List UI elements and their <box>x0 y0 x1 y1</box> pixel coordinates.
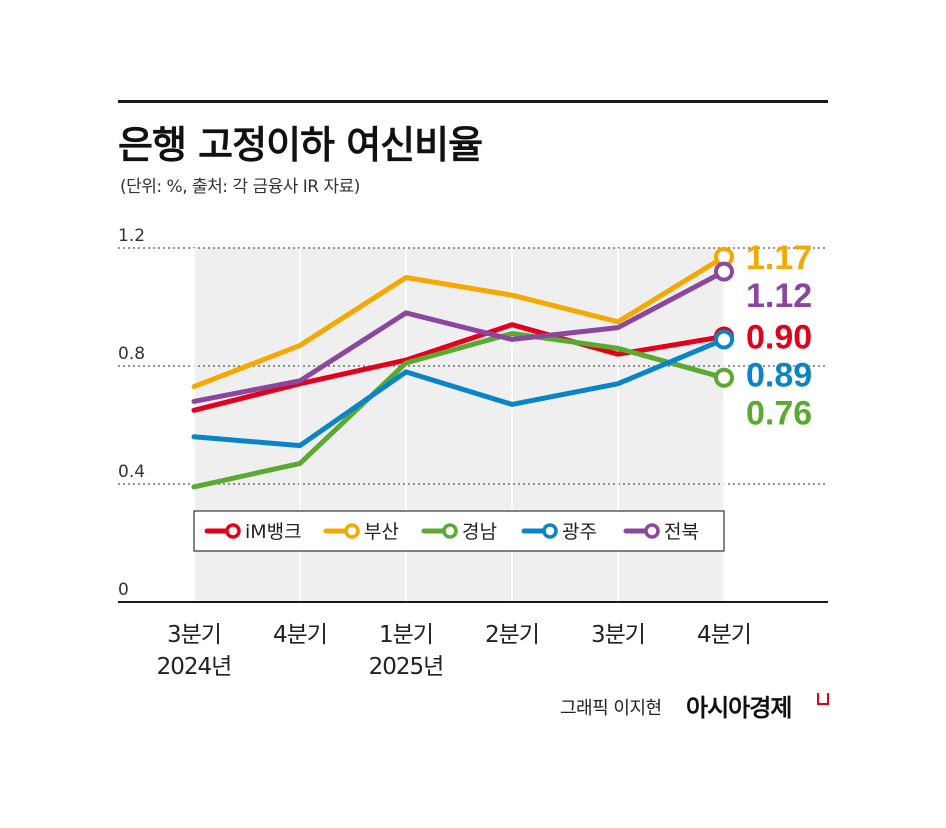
legend-marker <box>644 523 660 539</box>
legend-marker <box>225 523 241 539</box>
brand-mark-icon <box>817 693 829 705</box>
y-tick-label: 0.4 <box>118 462 145 482</box>
legend-label: iM뱅크 <box>245 521 302 543</box>
end-value-labels: 1.171.12 0.900.890.76 <box>746 239 812 433</box>
x-tick-label: 4분기 <box>697 622 751 648</box>
chart-title: 은행 고정이하 여신비율 <box>118 123 483 167</box>
brand-logo: 아시아경제 <box>686 694 792 722</box>
title-rule <box>118 100 828 103</box>
y-tick-labels: 0 0.4 0.8 1.2 <box>118 226 145 600</box>
legend-label: 광주 <box>562 521 597 543</box>
end-marker <box>714 329 734 350</box>
x-tick-label: 3분기 <box>167 622 221 648</box>
legend-marker <box>542 523 558 539</box>
legend-marker <box>344 523 360 539</box>
chart-subtitle: (단위: %, 출처: 각 금융사 IR 자료) <box>120 177 360 197</box>
x-tick-label: 2024년 <box>157 654 232 680</box>
y-tick-label: 0.8 <box>118 344 145 364</box>
legend: iM뱅크 부산 경남 광주 전북 <box>193 510 725 552</box>
legend-label: 부산 <box>364 521 399 543</box>
x-tick-labels: 3분기 2024년 4분기 1분기 2025년 2분기 3분기 4분기 <box>157 622 752 680</box>
x-tick-label: 2분기 <box>485 622 539 648</box>
series-line <box>191 254 727 390</box>
x-tick-label: 2025년 <box>369 654 444 680</box>
legend-label: 전북 <box>664 521 699 543</box>
end-value-label: 1.12 <box>746 277 812 315</box>
end-value-label: 0.89 <box>746 357 812 395</box>
end-value-label: 0.90 <box>746 319 812 357</box>
legend-label: 경남 <box>462 521 497 543</box>
series-line <box>191 336 727 449</box>
y-tick-label: 1.2 <box>118 226 145 246</box>
legend-marker <box>442 523 458 539</box>
x-tick-label: 3분기 <box>591 622 645 648</box>
end-marker <box>714 261 734 282</box>
end-marker <box>714 367 734 388</box>
x-tick-label: 1분기 <box>379 622 433 648</box>
grid-lines <box>118 247 828 485</box>
series-lines <box>191 246 734 490</box>
graphic-credit: 그래픽 이지현 <box>560 698 662 719</box>
series-line <box>191 269 727 404</box>
end-value-label: 0.76 <box>746 395 812 433</box>
end-value-label: 1.17 <box>746 239 812 277</box>
x-tick-label: 4분기 <box>273 622 327 648</box>
series-line <box>191 331 727 490</box>
y-tick-label: 0 <box>118 580 129 600</box>
